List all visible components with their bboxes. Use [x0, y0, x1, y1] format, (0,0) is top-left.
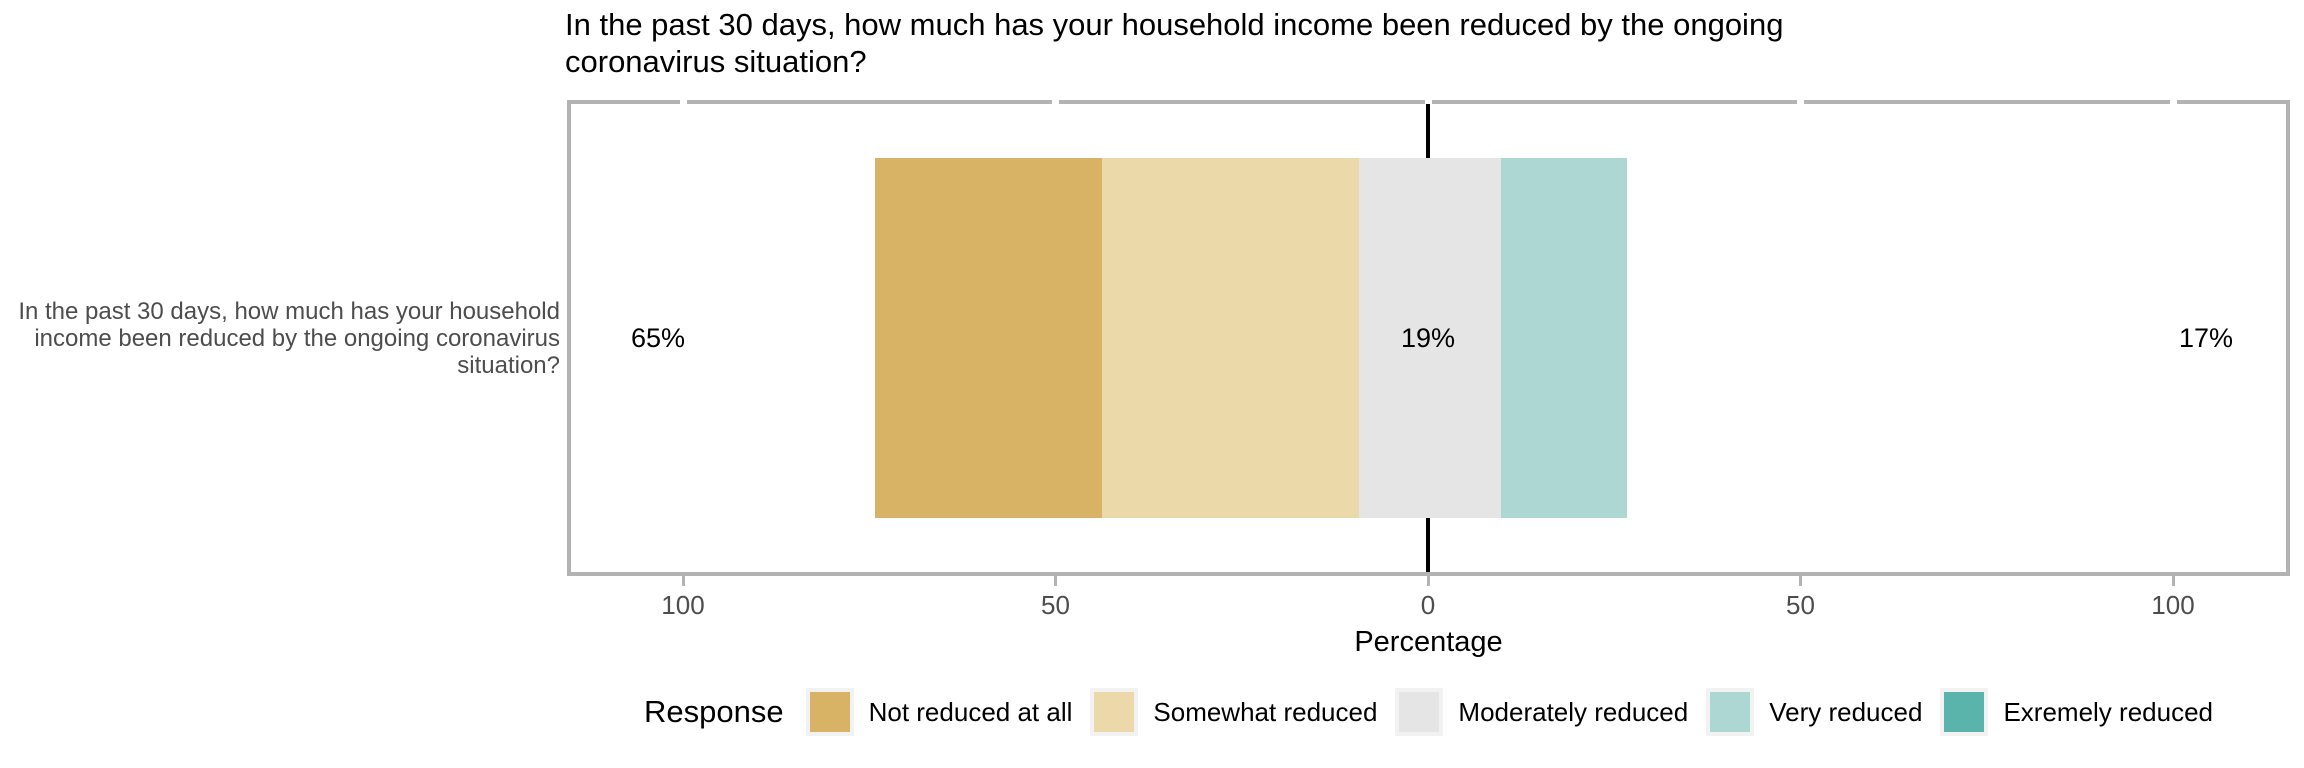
chart-title: In the past 30 days, how much has your h… [565, 7, 1784, 79]
legend-swatch-icon [1710, 692, 1751, 732]
legend: Response Not reduced at all Somewhat redu… [567, 684, 2290, 740]
x-tick-mark [1799, 576, 1802, 586]
top-border-tick-notch [1424, 100, 1432, 104]
legend-item-1: Somewhat reduced [1090, 688, 1377, 736]
legend-title: Response [644, 694, 784, 729]
legend-label: Very reduced [1769, 696, 1923, 727]
top-border-tick-notch [679, 100, 687, 104]
likert-bar [874, 158, 1628, 518]
legend-swatch-icon [809, 692, 850, 732]
x-tick-label: 100 [661, 590, 705, 620]
legend-item-2: Moderately reduced [1395, 688, 1688, 736]
legend-key [805, 688, 854, 736]
value-label-left: 65% [630, 323, 686, 353]
legend-item-0: Not reduced at all [805, 688, 1073, 736]
x-tick-mark [1054, 576, 1057, 586]
legend-item-4: Exremely reduced [1940, 688, 2213, 736]
legend-swatch-icon [1094, 692, 1135, 732]
legend-swatch-icon [1399, 692, 1440, 732]
x-tick-label: 100 [2151, 590, 2195, 620]
x-tick-label: 0 [1420, 590, 1436, 620]
x-tick-mark [2171, 576, 2175, 586]
value-label-center: 19% [1400, 323, 1456, 353]
bar-segment-1 [1102, 158, 1360, 518]
value-label-right: 17% [2178, 323, 2234, 353]
legend-key [1395, 688, 1444, 736]
y-axis-label: In the past 30 days, how much has your h… [18, 298, 560, 379]
top-border-tick-notch [1797, 100, 1804, 104]
legend-key [1940, 688, 1989, 736]
bar-segment-3 [1500, 158, 1628, 518]
legend-label: Moderately reduced [1458, 696, 1689, 727]
legend-label: Somewhat reduced [1153, 696, 1378, 727]
x-tick-mark [681, 576, 685, 586]
bar-segment-0 [874, 158, 1103, 518]
legend-label: Not reduced at all [868, 696, 1073, 727]
x-tick-label: 50 [1786, 590, 1815, 620]
legend-label: Exremely reduced [2003, 696, 2213, 727]
legend-item-3: Very reduced [1706, 688, 1922, 736]
legend-key [1706, 688, 1755, 736]
x-tick-label: 50 [1041, 590, 1070, 620]
top-border-tick-notch [2169, 100, 2177, 104]
x-axis: 100 50 0 50 100 [567, 576, 2290, 636]
top-border-tick-notch [1052, 100, 1059, 104]
x-tick-mark [1426, 576, 1430, 586]
bar-segment-2 [1359, 158, 1501, 518]
x-axis-title: Percentage [1354, 626, 1503, 658]
plot-panel: 65% 19% 17% [567, 100, 2290, 576]
legend-key [1090, 688, 1139, 736]
legend-swatch-icon [1944, 692, 1985, 732]
